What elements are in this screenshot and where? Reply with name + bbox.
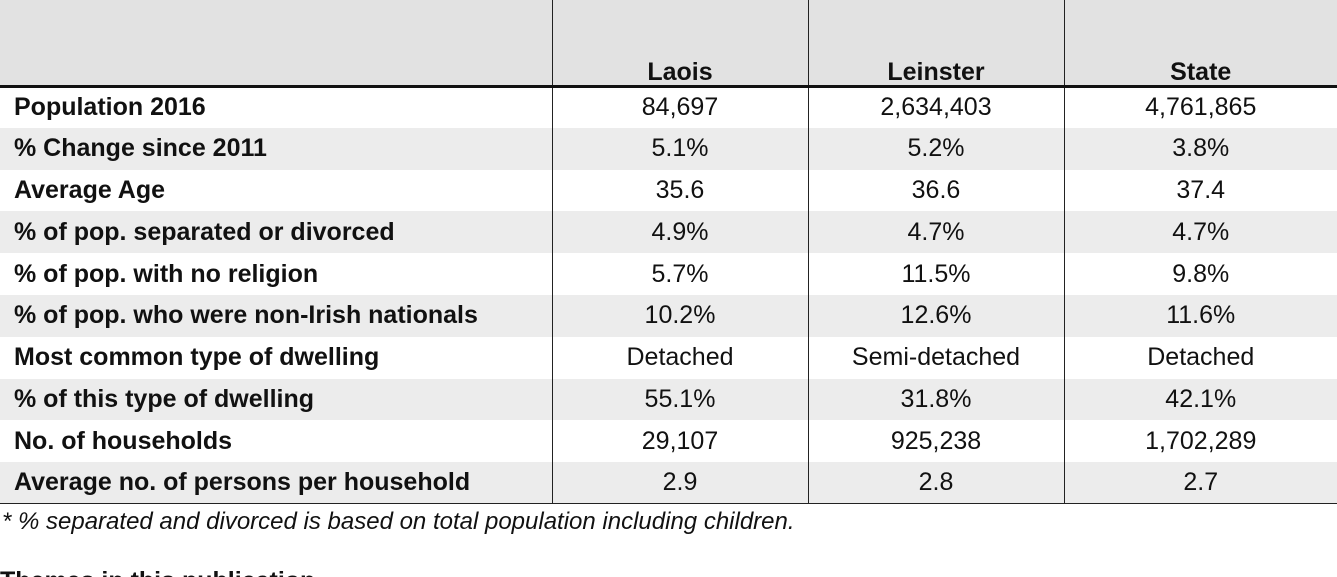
header-cell-leinster: Leinster: [807, 0, 1064, 88]
row-label: % of this type of dwelling: [14, 384, 314, 413]
row-label: % of pop. separated or divorced: [14, 217, 395, 246]
row-label: % Change since 2011: [14, 134, 267, 163]
cell-laois: 5.1%: [551, 127, 808, 170]
cell-laois: 84,697: [551, 86, 808, 128]
cell-laois: 5.7%: [551, 253, 808, 295]
table-row: Average no. of persons per household 2.9…: [0, 462, 1337, 505]
table-row: % Change since 2011 5.1% 5.2% 3.8%: [0, 127, 1337, 170]
cell-state: 1,702,289: [1063, 420, 1337, 463]
cell-leinster: 12.6%: [807, 294, 1064, 337]
cell-state: 42.1%: [1063, 378, 1337, 421]
row-label: % of pop. with no religion: [14, 259, 319, 288]
table-row: % of pop. separated or divorced 4.9% 4.7…: [0, 211, 1337, 254]
footnote: * % separated and divorced is based on t…: [2, 508, 795, 535]
cell-state: 9.8%: [1063, 253, 1337, 295]
table-body: Population 2016 84,697 2,634,403 4,761,8…: [0, 86, 1337, 505]
row-label: Most common type of dwelling: [14, 343, 380, 372]
cell-state: Detached: [1063, 336, 1337, 379]
cell-laois: 55.1%: [551, 378, 808, 421]
row-label: Average no. of persons per household: [0, 462, 552, 505]
table-row: % of pop. who were non-Irish nationals 1…: [0, 294, 1337, 337]
cell-state: 4.7%: [1063, 211, 1337, 254]
row-label: % of pop. who were non-Irish nationals: [14, 301, 478, 330]
cell-leinster: 2.8: [807, 462, 1064, 505]
table-header: Laois Leinster State: [0, 0, 1337, 88]
cell-laois: 4.9%: [551, 211, 808, 254]
table-row: Average Age 35.6 36.6 37.4: [0, 169, 1337, 212]
statistics-table: Laois Leinster State Population 2016 84,…: [0, 0, 1337, 505]
cell-state: 37.4: [1063, 169, 1337, 212]
cell-leinster: 2,634,403: [807, 86, 1064, 128]
table-row: % of pop. with no religion 5.7% 11.5% 9.…: [0, 253, 1337, 295]
header-cell-blank: [0, 0, 552, 88]
cell-leinster: Semi-detached: [807, 336, 1064, 379]
cell-state: 4,761,865: [1063, 86, 1337, 128]
cell-laois: 29,107: [551, 420, 808, 463]
table-row: % of this type of dwelling 55.1% 31.8% 4…: [0, 378, 1337, 421]
table-row: No. of households 29,107 925,238 1,702,2…: [0, 420, 1337, 463]
cell-state: 11.6%: [1063, 294, 1337, 337]
table-row: Most common type of dwelling Detached Se…: [0, 336, 1337, 379]
cell-state: 3.8%: [1063, 127, 1337, 170]
header-row: Laois Leinster State: [0, 0, 1337, 88]
row-label: Population 2016: [14, 93, 206, 122]
cell-state: 2.7: [1063, 462, 1337, 505]
cell-laois: Detached: [551, 336, 808, 379]
cell-laois: 35.6: [551, 169, 808, 212]
cell-leinster: 4.7%: [807, 211, 1064, 254]
section-heading-text: Themes in this publication: [0, 567, 315, 577]
cell-laois: 10.2%: [551, 294, 808, 337]
cell-leinster: 925,238: [807, 420, 1064, 463]
row-label: Average Age: [14, 175, 165, 204]
cell-leinster: 36.6: [807, 169, 1064, 212]
header-cell-laois: Laois: [551, 0, 808, 88]
cell-leinster: 11.5%: [807, 253, 1064, 295]
table-row: Population 2016 84,697 2,634,403 4,761,8…: [0, 86, 1337, 128]
row-label: No. of households: [14, 426, 233, 455]
header-cell-state: State: [1063, 0, 1337, 88]
cell-laois: 2.9: [551, 462, 808, 505]
cell-leinster: 5.2%: [807, 127, 1064, 170]
cell-leinster: 31.8%: [807, 378, 1064, 421]
section-heading-partial: Themes in this publication: [0, 566, 315, 577]
